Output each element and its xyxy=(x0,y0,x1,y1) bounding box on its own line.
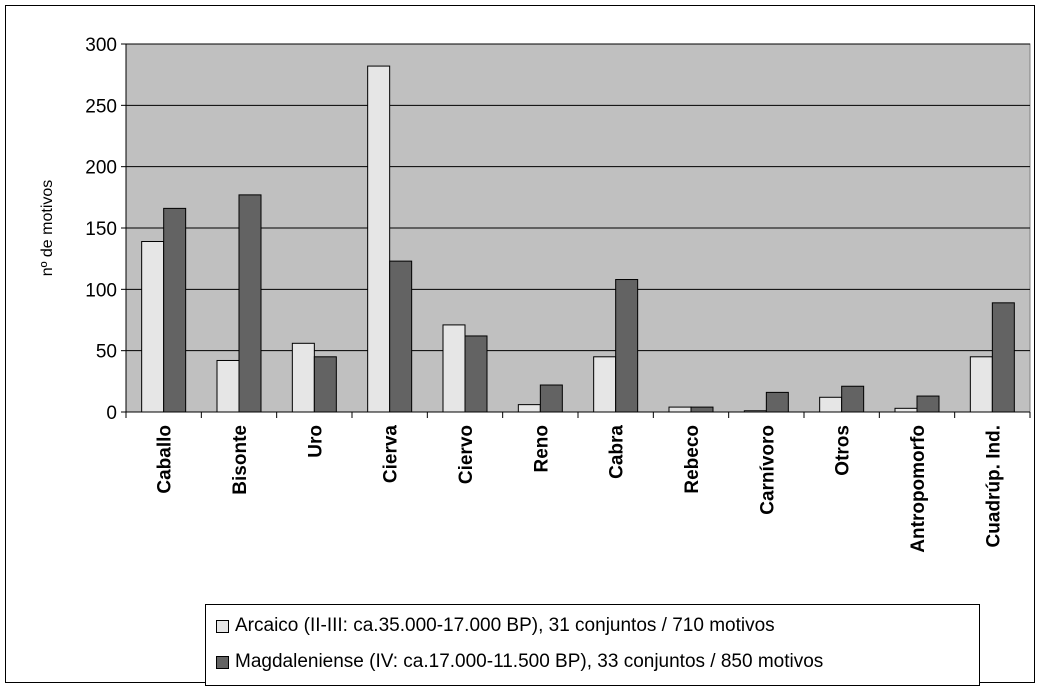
bar-magdaleniense xyxy=(163,207,187,413)
category-label: Cuadrúp. Ind. xyxy=(983,425,1004,547)
bar-magdaleniense xyxy=(615,279,639,413)
y-axis-title: nº de motivos xyxy=(39,180,56,277)
bar-magdaleniense xyxy=(389,260,413,413)
bar-magdaleniense xyxy=(841,385,865,413)
category-label: Cabra xyxy=(607,425,628,479)
bar-arcaico xyxy=(291,342,315,413)
bar-arcaico xyxy=(367,65,391,413)
bar-magdaleniense xyxy=(313,356,337,413)
y-tick-label: 150 xyxy=(85,219,117,240)
bar-magdaleniense xyxy=(690,406,714,413)
bar-arcaico xyxy=(894,407,918,413)
category-label: Reno xyxy=(531,425,552,473)
category-label: Antropomorfo xyxy=(908,425,929,553)
bar-magdaleniense xyxy=(916,395,940,413)
legend: Arcaico (II-III: ca.35.000-17.000 BP), 3… xyxy=(205,604,980,686)
y-tick-label: 100 xyxy=(85,280,117,301)
bar-arcaico xyxy=(593,356,617,413)
bar-magdaleniense xyxy=(539,384,563,413)
bar-arcaico xyxy=(141,240,165,413)
bar-arcaico xyxy=(442,324,466,413)
bar-magdaleniense xyxy=(765,391,789,413)
y-tick-label: 0 xyxy=(106,403,117,424)
y-tick-label: 200 xyxy=(85,158,117,179)
legend-entry-magdaleniense: Magdaleniense (IV: ca.17.000-11.500 BP),… xyxy=(216,651,823,673)
y-tick-label: 300 xyxy=(85,35,117,56)
bar-arcaico xyxy=(969,356,993,413)
legend-label-arcaico: Arcaico (II-III: ca.35.000-17.000 BP), 3… xyxy=(235,615,775,636)
y-tick-label: 50 xyxy=(96,342,117,363)
bar-arcaico xyxy=(819,396,843,413)
category-label: Carnívoro xyxy=(757,425,778,515)
bar-magdaleniense xyxy=(238,194,262,413)
y-tick-label: 250 xyxy=(85,96,117,117)
bar-arcaico xyxy=(517,404,541,413)
bar-arcaico xyxy=(216,359,240,413)
bar-magdaleniense xyxy=(991,302,1015,413)
legend-swatch-magdaleniense xyxy=(216,655,229,669)
category-label: Rebeco xyxy=(682,425,703,494)
legend-entry-arcaico: Arcaico (II-III: ca.35.000-17.000 BP), 3… xyxy=(216,615,775,637)
category-label: Cierva xyxy=(381,425,402,484)
bar-arcaico xyxy=(668,406,692,413)
category-label: Caballo xyxy=(155,425,176,494)
legend-swatch-arcaico xyxy=(216,619,229,633)
bar-arcaico xyxy=(743,410,767,413)
legend-label-magdaleniense: Magdaleniense (IV: ca.17.000-11.500 BP),… xyxy=(235,651,824,672)
category-label: Uro xyxy=(305,425,326,458)
category-label: Otros xyxy=(833,425,854,476)
bar-magdaleniense xyxy=(464,335,488,413)
category-label: Ciervo xyxy=(456,425,477,484)
category-label: Bisonte xyxy=(230,425,251,495)
